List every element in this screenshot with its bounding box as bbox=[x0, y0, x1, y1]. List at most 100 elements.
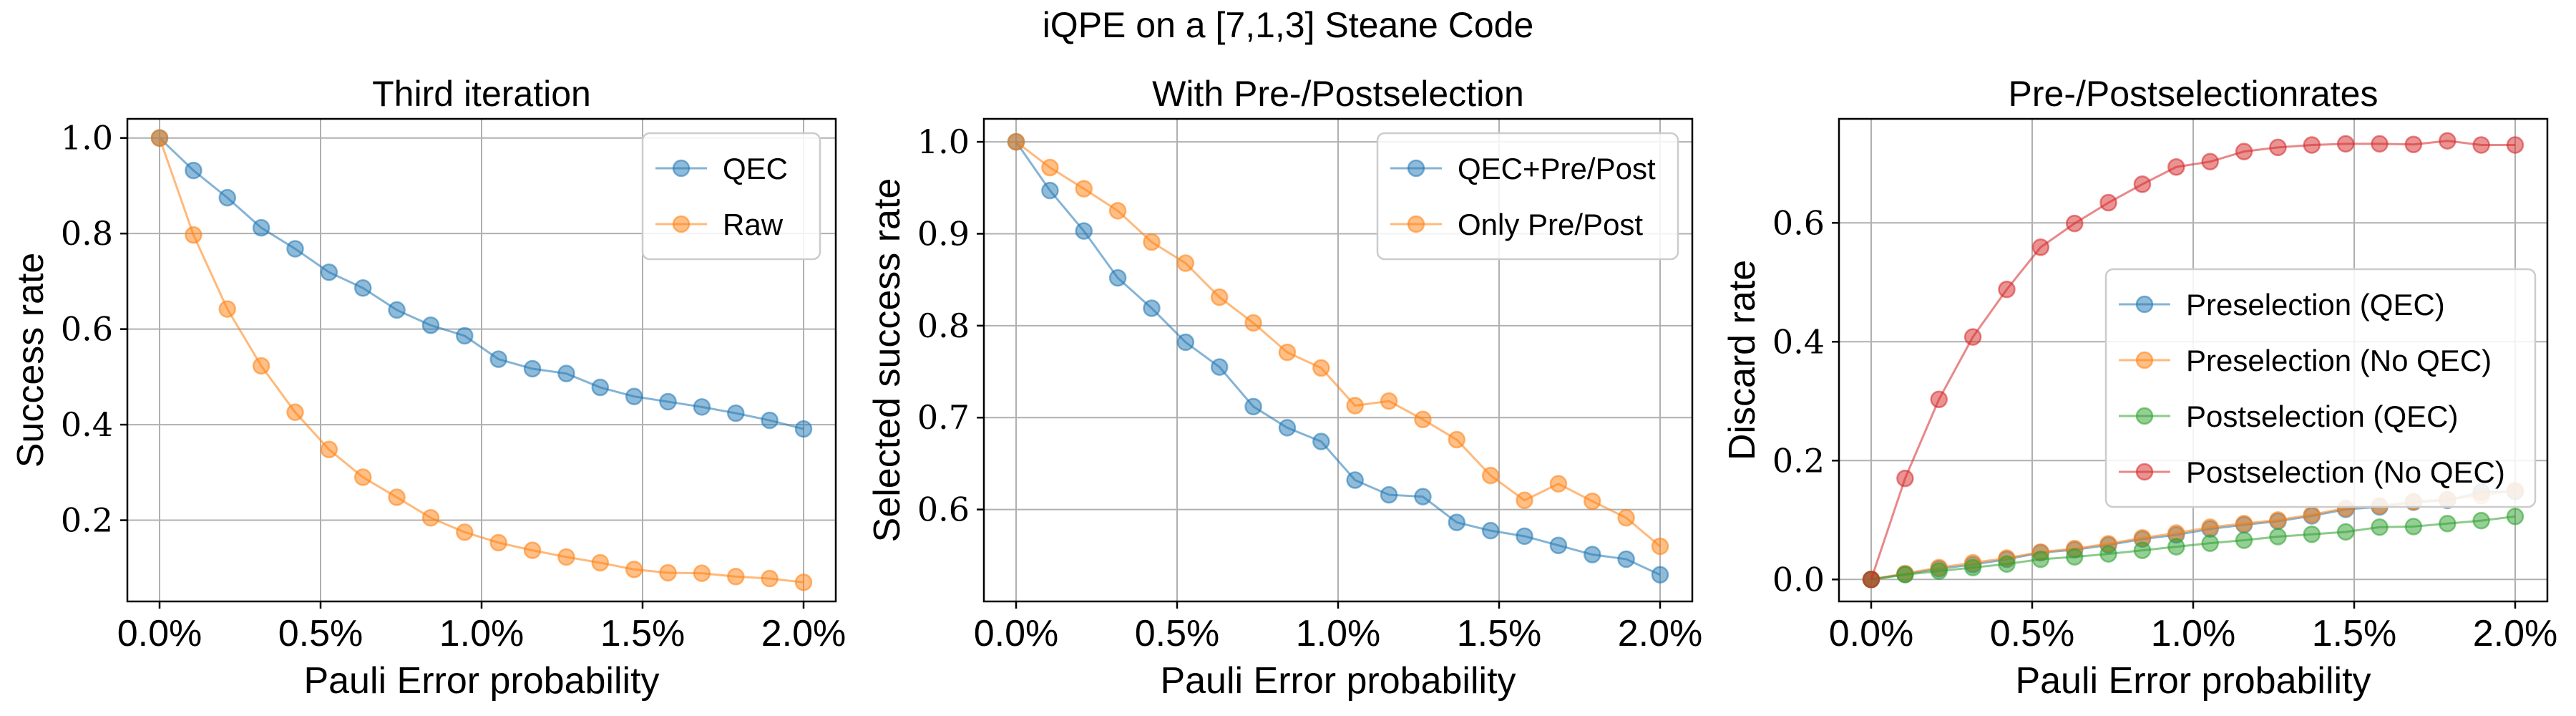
data-point bbox=[2235, 531, 2253, 549]
data-point bbox=[421, 508, 440, 527]
x-tick-label: 0.5% bbox=[1990, 613, 2075, 654]
y-tick-label: 0.9 bbox=[917, 214, 970, 253]
x-tick-label: 0.5% bbox=[278, 613, 364, 654]
x-tick-label: 1.0% bbox=[1296, 613, 1381, 654]
data-point bbox=[2439, 515, 2457, 533]
data-point bbox=[1210, 358, 1229, 376]
legend-label: QEC+Pre/Post bbox=[1458, 152, 1656, 185]
data-point bbox=[2269, 138, 2287, 157]
data-point bbox=[2099, 193, 2117, 212]
data-point bbox=[1896, 469, 1914, 488]
series-only-pre-post bbox=[1007, 132, 1669, 556]
data-point bbox=[2371, 518, 2389, 536]
data-point bbox=[625, 387, 643, 405]
data-point bbox=[2235, 515, 2253, 533]
y-tick-label: 0.8 bbox=[61, 214, 113, 253]
data-point bbox=[1584, 546, 1601, 563]
y-axis-label: Discard rate bbox=[1722, 260, 1763, 460]
data-point bbox=[2506, 136, 2524, 154]
x-tick-label: 2.0% bbox=[2473, 613, 2558, 654]
legend-label: QEC bbox=[723, 152, 788, 185]
legend-item: Postselection (QEC) bbox=[2119, 400, 2458, 433]
data-point bbox=[1176, 333, 1195, 352]
y-tick-label: 0.7 bbox=[917, 398, 970, 437]
data-point bbox=[1549, 475, 1568, 493]
data-point bbox=[1617, 508, 1635, 527]
data-point bbox=[1108, 268, 1127, 287]
data-point bbox=[2201, 534, 2219, 552]
data-point bbox=[353, 279, 372, 297]
legend: Preselection (QEC) Preselection (No QEC) P… bbox=[2104, 268, 2537, 508]
data-point bbox=[1617, 550, 1635, 569]
data-point bbox=[2269, 511, 2287, 529]
data-point bbox=[761, 569, 779, 588]
legend-item: Preselection (QEC) bbox=[2119, 288, 2445, 321]
chart-title: With Pre-/Postselection bbox=[1152, 74, 1524, 114]
data-point bbox=[1862, 571, 1880, 589]
legend-label: Only Pre/Post bbox=[1458, 208, 1643, 241]
data-point bbox=[659, 392, 677, 411]
data-point bbox=[1041, 158, 1059, 177]
data-point bbox=[1278, 343, 1297, 362]
data-point bbox=[421, 316, 440, 334]
data-point bbox=[388, 488, 406, 506]
data-point bbox=[1143, 299, 1161, 317]
data-point bbox=[761, 411, 779, 430]
data-point bbox=[456, 523, 474, 541]
data-point bbox=[1108, 202, 1127, 220]
data-point bbox=[2506, 508, 2524, 526]
data-point bbox=[625, 561, 643, 579]
data-point bbox=[2336, 135, 2355, 153]
data-point bbox=[320, 263, 338, 281]
legend-item: Raw bbox=[655, 208, 784, 241]
data-point bbox=[185, 161, 203, 180]
legend-box bbox=[2104, 268, 2537, 508]
legend-box bbox=[1376, 132, 1679, 261]
data-point bbox=[1346, 397, 1364, 415]
x-axis-label: Pauli Error probability bbox=[303, 660, 659, 702]
data-point bbox=[2371, 135, 2389, 153]
data-point bbox=[1516, 527, 1533, 546]
data-point bbox=[252, 357, 270, 375]
data-point bbox=[1414, 488, 1432, 505]
data-point bbox=[353, 468, 372, 486]
legend: QEC Raw bbox=[641, 132, 821, 261]
data-point bbox=[1346, 471, 1364, 489]
x-tick-label: 1.5% bbox=[1457, 613, 1542, 654]
data-point bbox=[1998, 280, 2016, 299]
legend-marker-swatch bbox=[1407, 159, 1425, 178]
data-point bbox=[2201, 153, 2219, 171]
data-point bbox=[794, 574, 813, 591]
data-point bbox=[2404, 518, 2423, 536]
x-tick-label: 0.0% bbox=[117, 613, 203, 654]
y-tick-label: 1.0 bbox=[61, 119, 113, 158]
data-point bbox=[150, 129, 169, 147]
x-tick-label: 0.0% bbox=[974, 613, 1059, 654]
legend-marker-swatch bbox=[2135, 295, 2154, 314]
data-point bbox=[1651, 537, 1669, 556]
data-point bbox=[1380, 485, 1398, 504]
y-tick-label: 0.4 bbox=[1772, 322, 1825, 361]
data-point bbox=[591, 553, 610, 572]
x-tick-label: 1.5% bbox=[600, 613, 686, 654]
x-tick-label: 2.0% bbox=[761, 613, 847, 654]
y-tick-label: 0.8 bbox=[917, 306, 970, 345]
data-point bbox=[557, 364, 575, 382]
data-point bbox=[1244, 397, 1262, 416]
legend-marker-swatch bbox=[672, 159, 691, 178]
data-point bbox=[1041, 181, 1059, 200]
x-axis-label: Pauli Error probability bbox=[2015, 660, 2371, 702]
legend-marker-swatch bbox=[672, 215, 691, 233]
legend-marker-swatch bbox=[1407, 215, 1425, 233]
chart-panel-3: 0.0% 0.5% 1.0% 1.5% 2.0% 0.0 0.2 0.4 0.6 Pre-/Pos… bbox=[1722, 74, 2557, 702]
data-point bbox=[1380, 392, 1398, 410]
data-point bbox=[2472, 511, 2490, 530]
legend-item: QEC bbox=[655, 152, 788, 185]
y-axis-label: Selected success rate bbox=[867, 178, 908, 543]
chart-title: Pre-/Postselectionrates bbox=[2009, 74, 2379, 114]
y-tick-label: 1.0 bbox=[917, 122, 970, 161]
data-point bbox=[2439, 132, 2457, 150]
data-point bbox=[1481, 466, 1500, 485]
y-axis-label: Success rate bbox=[10, 253, 52, 468]
legend-item: Postselection (No QEC) bbox=[2119, 455, 2505, 489]
